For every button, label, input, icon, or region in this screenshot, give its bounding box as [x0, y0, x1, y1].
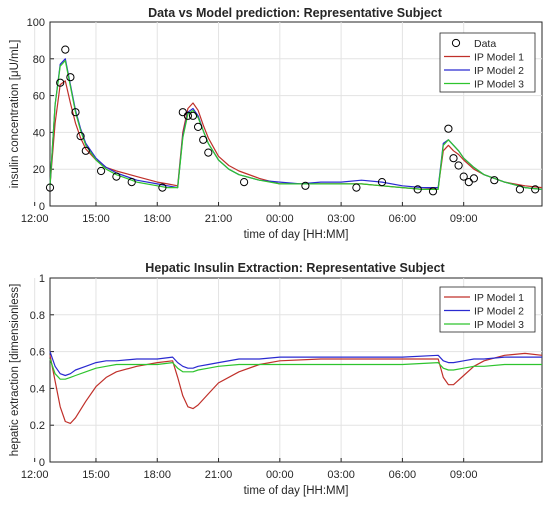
data-point — [127, 178, 136, 187]
data-point — [45, 183, 55, 192]
legend-label: IP Model 2 — [474, 306, 524, 318]
data-point — [413, 185, 422, 194]
x-tick-label: 15:00 — [82, 469, 110, 481]
series-line-ip-model-3 — [49, 358, 542, 380]
x-tick-label: 09:00 — [450, 213, 478, 225]
x-tick-labels: 15:00 18:00 21:00 00:00 03:00 06:00 09:00 12:00 — [21, 213, 478, 225]
grid — [34, 277, 542, 463]
data-point — [301, 181, 310, 190]
insulin-panel: Data vs Model prediction: Representative… — [9, 6, 543, 241]
data-point — [66, 73, 75, 82]
y-tick-label: 0.6 — [30, 347, 45, 359]
y-tick-labels: 0 0.2 0.4 0.6 0.8 1 — [30, 273, 45, 469]
data-point — [194, 122, 203, 132]
x-tick-label: 03:00 — [327, 213, 355, 225]
series-line-ip-model-2 — [49, 351, 542, 377]
x-tick-label: 18:00 — [143, 469, 171, 481]
x-tick-label: 12:00 — [21, 469, 49, 481]
data-point — [428, 187, 438, 196]
legend-label: IP Model 2 — [474, 65, 524, 77]
legend-label: Data — [474, 38, 496, 50]
data-point — [61, 45, 70, 54]
data-point — [531, 185, 540, 194]
y-tick-label: 0.8 — [30, 310, 45, 322]
data-point — [97, 166, 106, 176]
extraction-panel: Hepatic Insulin Extraction: Representati… — [9, 261, 543, 497]
x-tick-label: 00:00 — [266, 213, 294, 225]
y-tick-label: 0 — [39, 201, 45, 213]
legend-label: IP Model 3 — [474, 319, 524, 331]
data-point — [71, 108, 80, 117]
legend-label: IP Model 1 — [474, 52, 524, 64]
legend: Data IP Model 1IP Model 2 IP Model 3 — [439, 32, 536, 93]
x-tick-label: 03:00 — [327, 469, 355, 481]
data-point — [469, 174, 478, 183]
legend: IP Model 1 IP Model 2IP Model 3 — [439, 286, 536, 333]
data-point — [240, 178, 249, 187]
y-tick-label: 60 — [33, 91, 45, 103]
x-tick-label: 15:00 — [82, 213, 110, 225]
x-tick-label: 18:00 — [143, 213, 171, 225]
y-tick-label: 100 — [27, 17, 45, 29]
y-tick-label: 80 — [33, 54, 45, 66]
data-point — [454, 161, 463, 170]
series-line-ip-model-1 — [49, 352, 543, 424]
data-point — [515, 185, 525, 194]
y-tick-label: 0 — [39, 457, 45, 469]
data-point — [199, 135, 208, 144]
legend-marker — [451, 38, 461, 48]
x-tick-label: 06:00 — [389, 469, 417, 481]
x-tick-label: 00:00 — [266, 469, 294, 481]
y-tick-label: 0.4 — [30, 383, 45, 395]
data-point — [449, 154, 458, 163]
x-tick-label: 21:00 — [205, 213, 233, 225]
data-markers — [45, 45, 540, 196]
x-axis-label: time of day [HH:MM] — [244, 229, 349, 241]
y-tick-label: 0.2 — [30, 420, 45, 432]
series-line-ip-model-1 — [49, 80, 543, 190]
y-tick-label: 1 — [39, 273, 45, 285]
x-tick-label: 09:00 — [450, 469, 478, 481]
data-point — [188, 111, 198, 120]
y-tick-label: 40 — [33, 127, 45, 139]
legend-label: IP Model 1 — [474, 292, 524, 304]
x-tick-labels: 15:00 18:00 21:00 00:00 03:00 06:00 09:00 12:00 — [21, 469, 478, 481]
series-lines — [49, 351, 543, 424]
data-point — [459, 172, 468, 181]
chart-title: Hepatic Insulin Extraction: Representati… — [145, 261, 445, 275]
x-tick-label: 12:00 — [21, 213, 49, 225]
y-tick-label: 20 — [33, 164, 45, 176]
data-point — [377, 178, 387, 187]
y-axis-label: hepatic extraction [dimensionless] — [9, 284, 21, 457]
legend-box — [439, 32, 536, 93]
data-point — [76, 132, 85, 141]
legend-label: IP Model 3 — [474, 79, 524, 91]
y-axis-label: insulin concentration [μU/mL] — [9, 40, 21, 189]
chart-title: Data vs Model prediction: Representative… — [148, 6, 443, 20]
x-tick-label: 21:00 — [205, 469, 233, 481]
data-point — [444, 124, 453, 133]
x-axis-label: time of day [HH:MM] — [244, 485, 349, 497]
data-point — [112, 172, 121, 181]
data-point — [183, 111, 192, 120]
data-point — [158, 183, 167, 192]
data-point — [56, 78, 65, 87]
data-point — [81, 146, 90, 155]
data-point — [204, 148, 213, 157]
data-point — [352, 183, 361, 192]
data-point — [490, 176, 499, 185]
y-tick-labels: 0 20 40 60 80 100 — [27, 17, 45, 213]
x-tick-label: 06:00 — [389, 213, 417, 225]
